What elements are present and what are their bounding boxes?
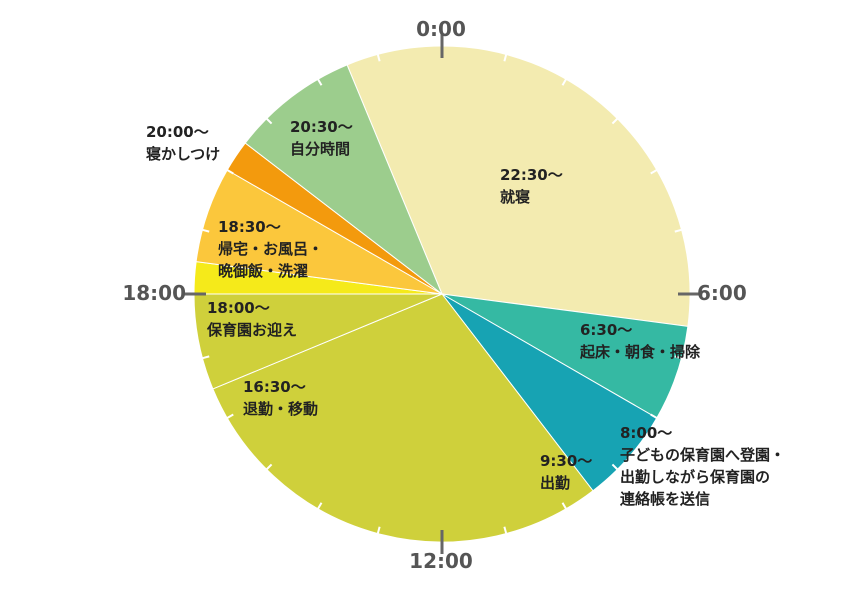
slice-label-line: 22:30〜 xyxy=(500,166,563,184)
clock-tick-5 xyxy=(674,228,682,233)
slice-labels: 22:30〜就寝 6:30〜起床・朝食・掃除 8:00〜子どもの保育園へ登園・出勤し… xyxy=(146,118,785,508)
clock-tick-14 xyxy=(317,502,323,510)
clock-label-top: 0:00 xyxy=(416,17,466,41)
clock-tick-23 xyxy=(376,54,381,62)
slice-label-line: 晩御飯・洗濯 xyxy=(218,262,308,280)
slice-label-line: 就寝 xyxy=(500,188,530,206)
slice-label-line: 20:00〜 xyxy=(146,123,209,141)
clock-tick-15 xyxy=(265,463,273,471)
clock-tick-19 xyxy=(202,228,210,233)
clock-tick-20 xyxy=(226,169,234,175)
slice-label-line: 自分時間 xyxy=(290,140,350,158)
slice-label-line: 出勤 xyxy=(540,474,570,492)
slice-label-8: 20:30〜自分時間 xyxy=(290,118,353,158)
clock-tick-11 xyxy=(503,526,508,534)
slice-label-line: 16:30〜 xyxy=(243,378,306,396)
slice-label-2: 8:00〜子どもの保育園へ登園・出勤しながら保育園の連絡帳を送信 xyxy=(620,424,785,508)
clock-tick-3 xyxy=(611,117,619,125)
clock-tick-2 xyxy=(561,78,567,86)
slice-label-5: 18:00〜保育園お迎え xyxy=(206,299,297,339)
pie-slices xyxy=(193,45,691,543)
slice-label-line: 9:30〜 xyxy=(540,452,592,470)
slice-label-3: 9:30〜出勤 xyxy=(540,452,592,492)
clock-tick-1 xyxy=(503,54,508,62)
slice-label-0: 22:30〜就寝 xyxy=(500,166,563,206)
slice-label-line: 20:30〜 xyxy=(290,118,353,136)
clock-tick-10 xyxy=(561,502,567,510)
clock-tick-17 xyxy=(202,355,210,360)
clock-label-bottom: 12:00 xyxy=(409,549,473,573)
clock-ticks xyxy=(182,34,702,554)
clock-tick-9 xyxy=(611,463,619,471)
slice-label-line: 起床・朝食・掃除 xyxy=(579,343,701,361)
slice-label-line: 退勤・移動 xyxy=(243,400,318,418)
clock-tick-22 xyxy=(317,78,323,86)
slice-label-line: 子どもの保育園へ登園・ xyxy=(620,446,785,464)
slice-label-line: 保育園お迎え xyxy=(206,321,297,339)
slice-label-line: 18:30〜 xyxy=(218,218,281,236)
slice-label-line: 寝かしつけ xyxy=(146,145,220,163)
slice-label-line: 連絡帳を送信 xyxy=(620,490,710,508)
slice-label-line: 8:00〜 xyxy=(620,424,672,442)
slice-label-line: 出勤しながら保育園の xyxy=(620,468,770,486)
clock-label-left: 18:00 xyxy=(122,281,186,305)
slice-label-6: 18:30〜帰宅・お風呂・晩御飯・洗濯 xyxy=(218,218,323,280)
slice-label-line: 帰宅・お風呂・ xyxy=(218,240,323,258)
pie-slice-0 xyxy=(346,45,691,327)
clock-tick-16 xyxy=(226,413,234,419)
clock-tick-4 xyxy=(650,169,658,175)
slice-label-7: 20:00〜寝かしつけ xyxy=(146,123,220,163)
clock-tick-21 xyxy=(265,117,273,125)
slice-label-4: 16:30〜退勤・移動 xyxy=(243,378,318,418)
slice-label-1: 6:30〜起床・朝食・掃除 xyxy=(579,321,701,361)
slice-label-line: 18:00〜 xyxy=(207,299,270,317)
clock-tick-7 xyxy=(674,355,682,360)
pie-slice-8 xyxy=(244,64,444,296)
clock-label-right: 6:00 xyxy=(697,281,747,305)
clock-tick-8 xyxy=(650,413,658,419)
slice-label-line: 6:30〜 xyxy=(580,321,632,339)
clock-tick-13 xyxy=(376,526,381,534)
